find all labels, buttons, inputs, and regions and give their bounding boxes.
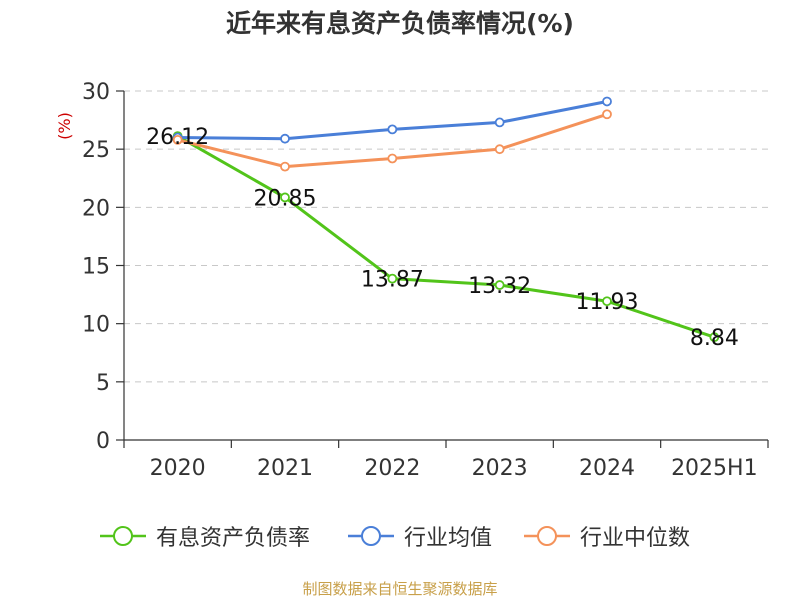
data-point	[494, 117, 505, 128]
data-point	[602, 109, 612, 120]
data-label: 13.87	[361, 268, 424, 293]
legend-circle	[113, 526, 133, 546]
data-label: 20.85	[254, 186, 317, 211]
y-tick-label: 5	[96, 371, 110, 396]
legend-marker-green	[100, 526, 146, 546]
y-tick-label: 0	[96, 429, 110, 454]
chart-title: 近年来有息资产负债率情况(%)	[226, 9, 574, 38]
legend-circle	[537, 526, 557, 546]
legend-item-interest-debt-ratio[interactable]: 有息资产负债率	[98, 518, 310, 554]
data-point	[172, 134, 183, 145]
y-tick-label: 20	[82, 196, 110, 221]
legend-item-industry-mean[interactable]: 行业均值	[346, 518, 492, 554]
data-labels: 26.12 20.85 13.87 13.32 11.93 8.84	[146, 125, 739, 351]
axes: 0 5 10 15 20 25 30 2020 2021 2022 2023 2024 2025H1	[82, 80, 769, 481]
data-label: 13.32	[468, 274, 531, 299]
legend-label: 有息资产负债率	[156, 526, 311, 551]
y-tick-label: 30	[82, 80, 110, 105]
legend-marker-blue	[348, 526, 394, 546]
y-tick-label: 15	[82, 255, 110, 280]
data-point	[280, 133, 290, 144]
legend-label: 行业中位数	[580, 526, 691, 551]
series-line-0	[176, 134, 715, 339]
data-point	[387, 124, 398, 135]
y-axis-label: (%)	[55, 112, 74, 140]
legend-marker-orange	[524, 526, 570, 546]
x-tick-label: 2023	[472, 456, 528, 481]
data-label: 26.12	[146, 125, 209, 150]
x-tick-label: 2024	[579, 456, 635, 481]
x-tick-label: 2022	[364, 456, 420, 481]
data-point	[709, 332, 720, 343]
data-point	[602, 296, 612, 307]
data-label: 8.84	[690, 326, 739, 351]
data-point	[280, 161, 290, 172]
data-point	[494, 280, 505, 290]
grid-lines	[124, 90, 768, 383]
data-point	[280, 192, 290, 203]
data-point	[387, 153, 398, 164]
x-tick-label: 2025H1	[671, 456, 758, 481]
source-footnote: 制图数据来自恒生聚源数据库	[302, 580, 498, 598]
legend-circle	[361, 526, 381, 546]
series-lines	[172, 96, 720, 343]
legend-item-industry-median[interactable]: 行业中位数	[522, 518, 690, 554]
data-point	[387, 273, 398, 284]
data-point	[602, 96, 612, 107]
data-label: 11.93	[576, 290, 639, 315]
x-tick-label: 2021	[257, 456, 313, 481]
y-tick-label: 10	[82, 313, 110, 338]
y-tick-label: 25	[82, 138, 110, 163]
data-point	[494, 144, 505, 155]
x-tick-label: 2020	[150, 456, 206, 481]
legend-label: 行业均值	[404, 526, 493, 551]
